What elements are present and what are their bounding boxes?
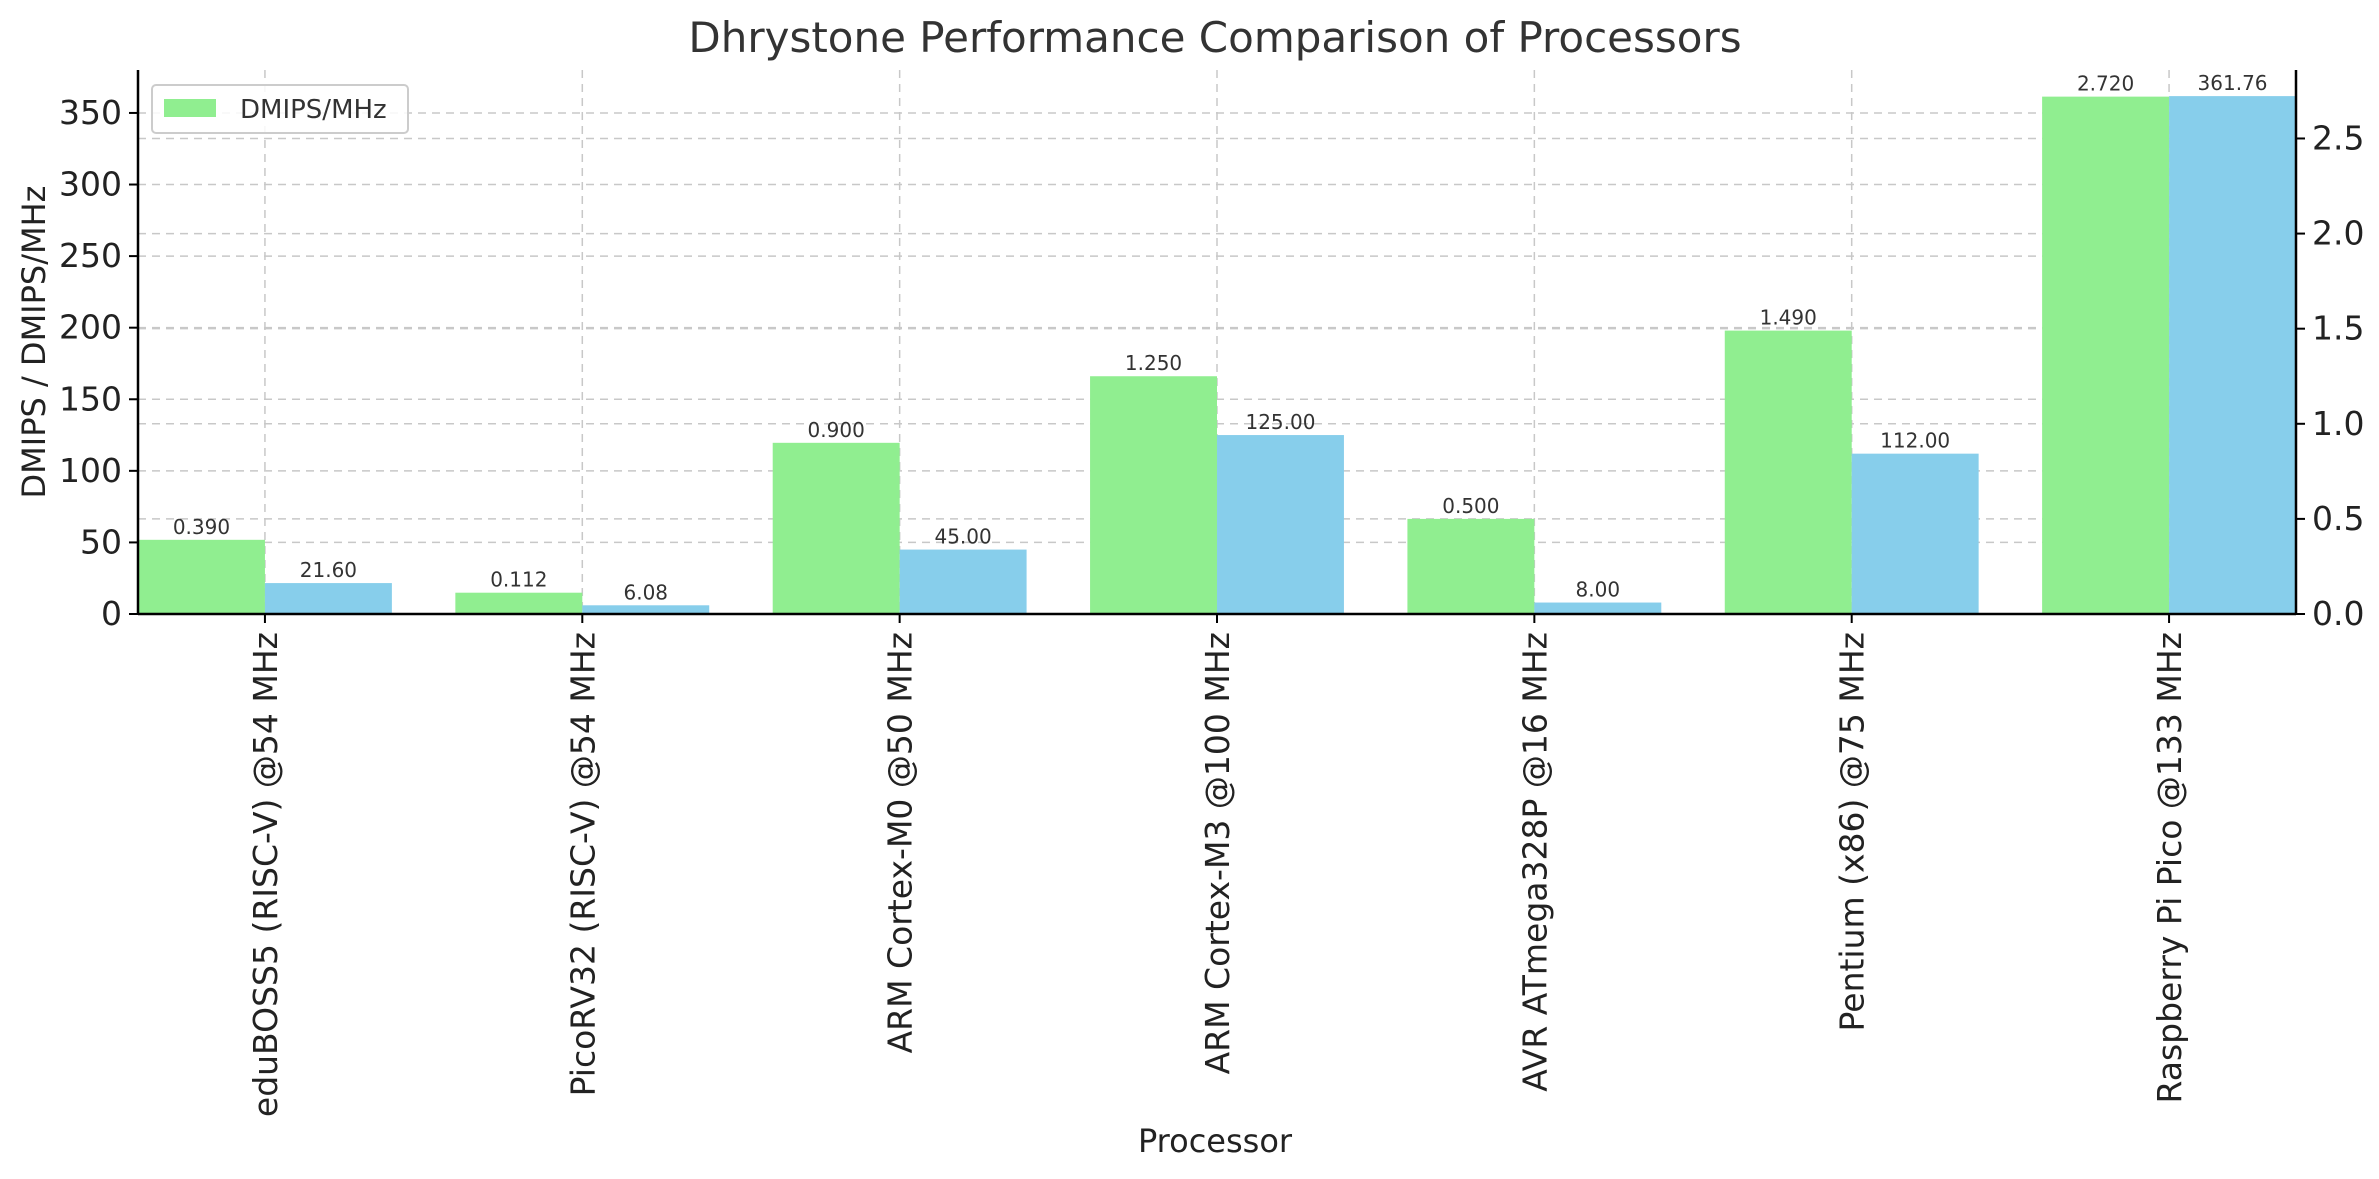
value-label-dmips-2: 45.00 <box>934 525 991 549</box>
category-label-0: eduBOSS5 (RISC-V) @54 MHz <box>246 632 285 1117</box>
category-label-1: PicoRV32 (RISC-V) @54 MHz <box>563 632 602 1096</box>
right-tick-label-0: 0.0 <box>2312 594 2364 633</box>
value-label-dmips-mhz-4: 0.500 <box>1442 494 1499 518</box>
bar-dmips-mhz-0 <box>138 539 265 614</box>
right-tick-label-1: 0.5 <box>2312 499 2364 538</box>
category-label-6: Raspberry Pi Pico @133 MHz <box>2150 632 2189 1103</box>
value-label-dmips-1: 6.08 <box>623 580 668 604</box>
left-tick-label-1: 50 <box>80 522 122 561</box>
value-label-dmips-mhz-0: 0.390 <box>173 515 230 539</box>
axes <box>129 70 2305 623</box>
value-label-dmips-mhz-1: 0.112 <box>490 568 547 592</box>
category-label-2: ARM Cortex-M0 @50 MHz <box>881 632 920 1053</box>
bar-dmips-mhz-2 <box>772 442 900 614</box>
legend-entry-dmips-mhz: DMIPS/MHz <box>240 95 387 125</box>
bar-dmips-mhz-4 <box>1407 518 1535 614</box>
bar-dmips-mhz-5 <box>1724 330 1852 614</box>
bars <box>138 96 2296 614</box>
y-axis-label: DMIPS / DMIPS/MHz <box>15 186 53 499</box>
left-tick-label-4: 200 <box>59 308 122 347</box>
value-labels: 0.390 21.60 0.112 6.08 0.900 45.00 1.250 125.00… <box>173 71 2268 604</box>
left-tick-label-0: 0 <box>101 594 122 633</box>
left-tick-label-3: 150 <box>59 379 122 418</box>
value-label-dmips-4: 8.00 <box>1576 578 1621 602</box>
legend-swatch-dmips-mhz <box>164 99 216 117</box>
bar-dmips-mhz-3 <box>1090 376 1217 614</box>
x-axis-label: Processor <box>1138 1122 1293 1160</box>
bar-dmips-3 <box>1217 435 1344 614</box>
value-label-dmips-5: 112.00 <box>1880 429 1950 453</box>
legend-frame <box>151 84 409 134</box>
value-label-dmips-0: 21.60 <box>300 558 357 582</box>
chart-title: Dhrystone Performance Comparison of Proc… <box>688 13 1741 62</box>
bar-dmips-1 <box>582 605 710 614</box>
bar-dmips-mhz-6 <box>2042 96 2170 614</box>
right-tick-label-4: 2.0 <box>2312 214 2364 253</box>
right-tick-label-2: 1.0 <box>2312 404 2364 443</box>
right-tick-label-3: 1.5 <box>2312 309 2364 348</box>
value-label-dmips-mhz-5: 1.490 <box>1760 306 1817 330</box>
category-label-3: ARM Cortex-M3 @100 MHz <box>1198 632 1237 1074</box>
value-label-dmips-mhz-3: 1.250 <box>1125 351 1182 375</box>
legend: DMIPS/MHz <box>151 84 409 134</box>
bar-dmips-2 <box>899 549 1027 614</box>
left-tick-label-2: 100 <box>59 451 122 490</box>
value-label-dmips-6: 361.76 <box>2198 71 2268 95</box>
left-tick-label-7: 350 <box>59 93 122 132</box>
bar-dmips-6 <box>2169 96 2296 614</box>
bar-dmips-mhz-1 <box>455 592 583 614</box>
category-label-4: AVR ATmega328P @16 MHz <box>1515 632 1554 1092</box>
bar-dmips-4 <box>1534 602 1662 614</box>
value-label-dmips-mhz-6: 2.720 <box>2077 72 2134 96</box>
tick-labels: 0 50 100 150 200 250 300 350 0.0 0.5 1.0 1.5 2.0 2.5 e… <box>59 93 2364 1117</box>
right-tick-label-5: 2.5 <box>2312 118 2364 157</box>
value-label-dmips-mhz-2: 0.900 <box>808 418 865 442</box>
value-label-dmips-3: 125.00 <box>1245 410 1315 434</box>
category-label-5: Pentium (x86) @75 MHz <box>1833 632 1872 1031</box>
bar-dmips-5 <box>1851 453 1979 614</box>
bar-dmips-0 <box>264 583 392 614</box>
left-tick-label-6: 300 <box>59 165 122 204</box>
left-tick-label-5: 250 <box>59 236 122 275</box>
